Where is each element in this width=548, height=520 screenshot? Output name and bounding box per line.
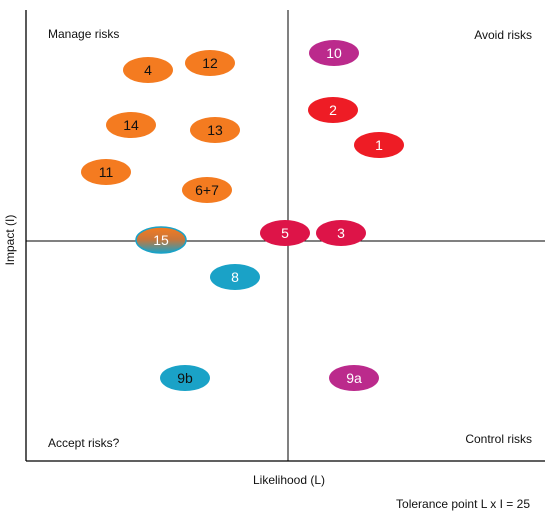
risk-bubble-10: 10 xyxy=(309,40,359,66)
quadrant-label-control: Control risks xyxy=(465,432,532,446)
risk-bubble-shape xyxy=(316,220,366,246)
risk-bubble-1: 1 xyxy=(354,132,404,158)
risk-bubble-label: 6+7 xyxy=(195,182,219,198)
risk-bubble-4: 4 xyxy=(123,57,173,83)
y-axis-label: Impact (I) xyxy=(3,214,17,266)
risk-bubble-shape xyxy=(210,264,260,290)
risk-bubble-shape xyxy=(308,97,358,123)
risk-bubble-14: 14 xyxy=(106,112,156,138)
risk-bubble-label: 15 xyxy=(153,232,169,248)
risk-bubble-11: 11 xyxy=(81,159,131,185)
risk-bubble-shape xyxy=(309,40,359,66)
risk-bubble-5: 5 xyxy=(260,220,310,246)
quadrant-label-accept: Accept risks? xyxy=(48,436,120,450)
risk-bubble-label: 12 xyxy=(202,55,218,71)
risk-bubble-shape xyxy=(135,226,187,254)
x-axis-label: Likelihood (L) xyxy=(252,473,326,487)
risk-bubble-shape xyxy=(260,220,310,246)
risk-bubble-shape xyxy=(106,112,156,138)
risk-bubble-label: 3 xyxy=(337,225,345,241)
risk-bubble-label: 9b xyxy=(177,370,193,386)
risk-bubble-9a: 9a xyxy=(329,365,379,391)
risk-bubble-13: 13 xyxy=(190,117,240,143)
risk-bubble-label: 10 xyxy=(326,45,342,61)
risk-bubble-label: 8 xyxy=(231,269,239,285)
risk-bubble-label: 9a xyxy=(346,370,362,386)
risk-bubble-2: 2 xyxy=(308,97,358,123)
risk-bubble-shape xyxy=(185,50,235,76)
risk-bubble-shape xyxy=(354,132,404,158)
risk-bubble-shape xyxy=(160,365,210,391)
tolerance-note: Tolerance point L x I = 25 xyxy=(396,497,530,511)
risk-bubble-shape xyxy=(182,177,232,203)
risk-bubble-shape xyxy=(81,159,131,185)
risk-bubble-shape xyxy=(329,365,379,391)
risk-bubble-shape xyxy=(123,57,173,83)
risk-bubble-label: 14 xyxy=(123,117,139,133)
quadrant-label-avoid: Avoid risks xyxy=(474,28,532,42)
risk-bubble-6+7: 6+7 xyxy=(182,177,232,203)
risk-bubble-12: 12 xyxy=(185,50,235,76)
risk-bubble-label: 2 xyxy=(329,102,337,118)
risk-bubble-label: 1 xyxy=(375,137,383,153)
risk-bubble-8: 8 xyxy=(210,264,260,290)
risk-bubble-label: 13 xyxy=(207,122,223,138)
risk-bubble-9b: 9b xyxy=(160,365,210,391)
risk-bubble-label: 4 xyxy=(144,62,152,78)
risk-bubble-3: 3 xyxy=(316,220,366,246)
quadrant-label-manage: Manage risks xyxy=(48,27,120,41)
risk-bubble-shape xyxy=(190,117,240,143)
risk-bubble-label: 11 xyxy=(99,164,114,180)
risk-bubble-label: 5 xyxy=(281,225,289,241)
risk-bubble-15: 15 xyxy=(135,226,187,254)
